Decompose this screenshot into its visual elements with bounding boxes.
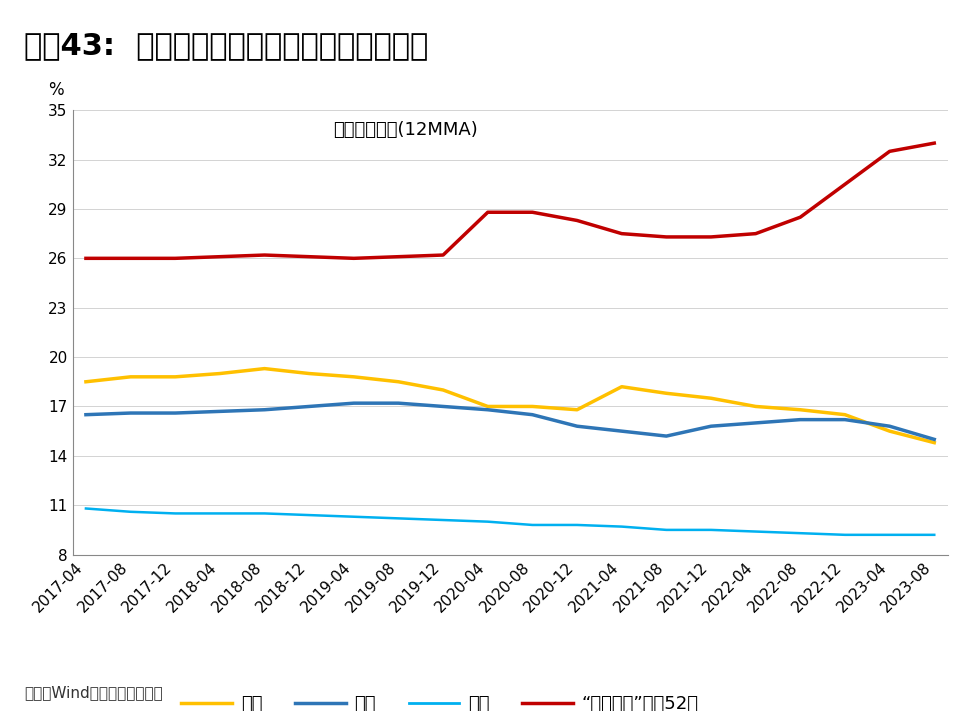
Legend: 美国, 欧盟, 日韩, “一带一路”沿线52国: 美国, 欧盟, 日韩, “一带一路”沿线52国 [174,688,706,711]
Text: 来源：Wind、国金证券研究所: 来源：Wind、国金证券研究所 [24,685,162,700]
Text: %: % [48,81,64,99]
Text: 图表43:  新兴经济体占我国出口比重不断提升: 图表43: 新兴经济体占我国出口比重不断提升 [24,31,428,60]
Text: 出口金额占比(12MMA): 出口金额占比(12MMA) [333,122,478,139]
